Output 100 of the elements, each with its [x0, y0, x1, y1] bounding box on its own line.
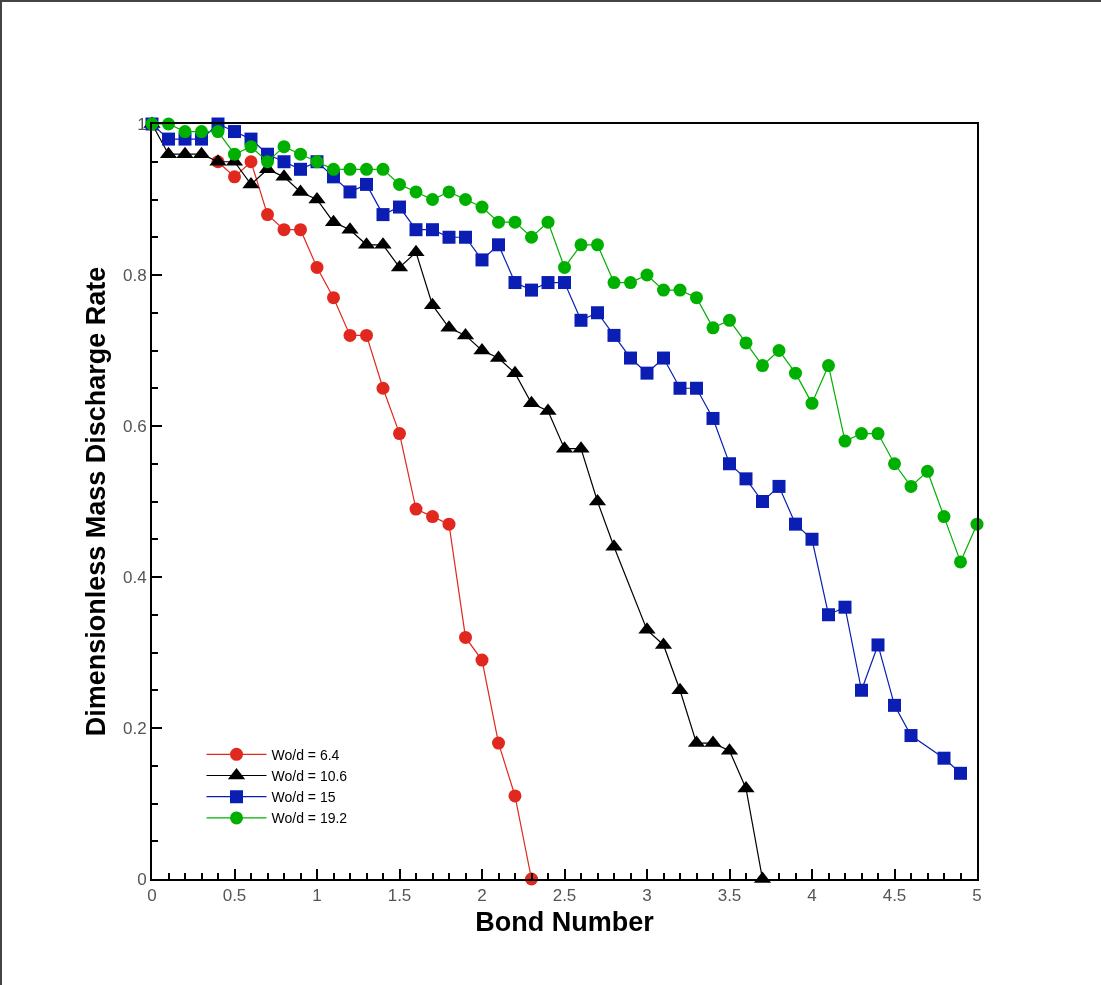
point	[393, 427, 406, 441]
point	[426, 193, 439, 206]
point	[591, 238, 604, 252]
point	[737, 780, 755, 793]
point	[442, 230, 456, 244]
point	[624, 276, 637, 290]
y-tick-label: 0.8	[122, 265, 147, 285]
point	[558, 260, 571, 274]
point	[756, 495, 769, 508]
point	[871, 638, 885, 652]
point	[937, 751, 951, 765]
point	[591, 306, 604, 320]
point	[888, 698, 901, 712]
point	[211, 125, 225, 139]
legend-label: Wo/d = 10.6	[271, 767, 348, 784]
point	[723, 313, 736, 327]
point	[574, 238, 588, 252]
point	[228, 125, 241, 139]
point	[772, 479, 786, 493]
x-axis-title: Bond Number	[475, 907, 655, 938]
point	[624, 351, 637, 365]
point	[673, 283, 687, 297]
point	[690, 381, 703, 395]
point	[277, 140, 291, 154]
point	[508, 789, 522, 803]
point	[459, 630, 472, 644]
point	[657, 351, 670, 365]
point	[195, 125, 208, 139]
point	[541, 215, 555, 229]
point	[475, 653, 489, 667]
point	[360, 162, 373, 176]
point	[508, 276, 522, 290]
point	[442, 517, 456, 531]
point	[409, 185, 423, 199]
point	[409, 223, 423, 237]
point	[855, 427, 868, 441]
point	[640, 268, 654, 282]
point	[261, 208, 274, 222]
point	[426, 223, 439, 237]
point	[888, 457, 901, 471]
point	[442, 185, 456, 199]
point	[393, 177, 406, 191]
point	[327, 162, 340, 176]
point	[343, 185, 357, 199]
point	[904, 479, 918, 493]
x-tick-label: 3.5	[717, 886, 742, 906]
point	[393, 200, 406, 214]
point	[492, 238, 505, 252]
y-tick-label: 0.4	[122, 567, 147, 587]
x-tick-label: 0.5	[222, 886, 247, 906]
point	[706, 321, 720, 335]
point	[640, 366, 654, 380]
point	[822, 608, 835, 622]
point	[376, 381, 390, 395]
point	[607, 276, 621, 290]
point	[178, 125, 192, 139]
point	[261, 155, 274, 169]
x-tick-label: 1	[312, 886, 322, 906]
point	[838, 600, 852, 614]
y-tick-label: 0.2	[122, 718, 147, 738]
point	[343, 162, 357, 176]
point	[954, 555, 967, 569]
point	[327, 291, 340, 305]
point	[805, 532, 819, 546]
point	[904, 729, 918, 743]
legend-label: Wo/d = 19.2	[271, 810, 348, 827]
point	[525, 283, 538, 297]
point	[805, 396, 819, 410]
point	[822, 359, 835, 373]
point	[558, 276, 571, 290]
legend-label: Wo/d = 6.4	[271, 746, 340, 763]
point	[360, 328, 373, 342]
point	[723, 457, 736, 471]
x-tick-label: 3	[642, 886, 652, 906]
x-tick-label: 2.5	[552, 886, 577, 906]
point	[855, 683, 868, 697]
point	[244, 155, 258, 169]
point	[294, 162, 307, 176]
point	[228, 170, 241, 184]
point	[706, 411, 720, 425]
x-tick-label: 5	[972, 886, 982, 906]
point	[228, 147, 241, 161]
x-tick-label: 4.5	[882, 886, 907, 906]
y-axis-title: Dimensionless Mass Discharge Rate	[80, 266, 111, 737]
point	[937, 510, 951, 524]
point	[376, 208, 390, 222]
point	[525, 230, 538, 244]
point	[657, 283, 670, 297]
point	[492, 736, 505, 750]
x-tick-label: 4	[807, 886, 817, 906]
point	[244, 140, 258, 154]
point	[294, 223, 307, 237]
point	[574, 313, 588, 327]
point	[294, 147, 307, 161]
point	[459, 230, 472, 244]
point	[508, 215, 522, 229]
point	[376, 162, 390, 176]
point	[871, 427, 885, 441]
point	[739, 472, 753, 486]
point	[607, 328, 621, 342]
